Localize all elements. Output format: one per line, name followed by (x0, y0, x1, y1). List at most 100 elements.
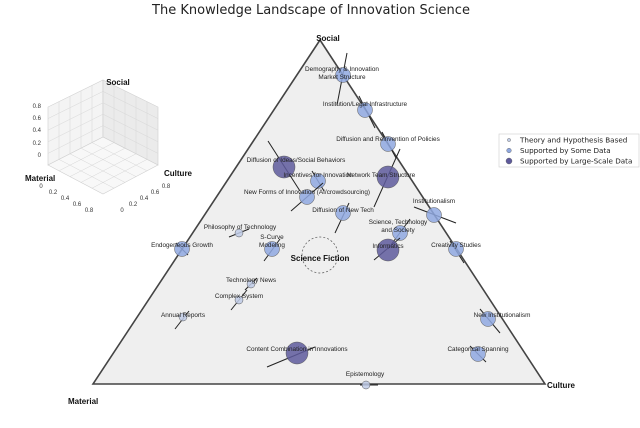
topic-label: Technology News (226, 277, 276, 284)
topic-marker (380, 136, 396, 152)
topic-label-line: Philosophy of Technology (204, 224, 277, 231)
topic-endogeneous-growth: Endogeneous Growth (151, 241, 213, 257)
inset-tick-label: 0.2 (129, 202, 138, 208)
topic-annual-reports: Annual Reports (161, 310, 205, 330)
figure-title: The Knowledge Landscape of Innovation Sc… (151, 3, 470, 18)
legend-box (498, 133, 640, 168)
topic-label: Informatics (372, 243, 403, 250)
topic-label-line: Incentives for Innovation (283, 172, 353, 179)
inset-grid-line (80, 153, 137, 183)
topic-label-line: Diffusion and Reinvention of Policies (336, 136, 440, 143)
topic-label: Endogeneous Growth (151, 242, 213, 249)
topic-label: Diffusion and Reinvention of Policies (336, 136, 440, 143)
topic-label: Institution/Legal Infrastructure (323, 101, 408, 108)
topic-markers: Demography & Innovation Market Structure I… (151, 52, 531, 390)
inset-grid-line (91, 142, 148, 172)
legend-marker-theory (507, 138, 511, 142)
topic-marker (264, 241, 280, 257)
topic-label: Demography & Innovation Market Structure (305, 66, 379, 81)
topic-marker (285, 341, 309, 365)
inset-tick-label: 0 (120, 208, 124, 214)
topic-marker (335, 67, 351, 83)
topic-marker (470, 346, 486, 362)
topic-marker (174, 241, 190, 257)
topic-marker (480, 311, 496, 327)
inset-tick-label: 0.4 (140, 196, 149, 202)
inset-grid-line (58, 142, 115, 172)
topic-technology-news: Technology News (226, 277, 276, 291)
inset-grid-line (47, 113, 104, 143)
topic-label-line: Epistemology (346, 371, 385, 378)
topic-label-line: New Forms of Innovation (AI/crowdsourcin… (244, 189, 370, 196)
inset-grid-line (69, 147, 126, 177)
inset-grid (47, 85, 159, 189)
topic-marker (392, 225, 408, 241)
inset-tick-label: 0.6 (33, 116, 42, 122)
topic-label-line: Diffusion of Ideas/Social Behaviors (247, 157, 346, 164)
topic-label-line: Network Team Structure (347, 172, 416, 179)
topic-label-line: Endogeneous Growth (151, 242, 213, 249)
topic-label-line: Informatics (372, 243, 403, 250)
topic-label-line: Categorical Spanning (447, 346, 509, 353)
topic-label-line: Science, Technology (369, 219, 428, 226)
topic-marker (357, 102, 373, 118)
topic-creativity-studies: Creativity Studies (431, 240, 481, 264)
inset-grid-line (102, 102, 159, 131)
topic-marker (234, 228, 244, 238)
topic-label-line: Technology News (226, 277, 276, 284)
legend: Theory and Hypothesis Based Supported by … (498, 133, 640, 168)
inset-tick-label: 0.4 (33, 128, 42, 134)
topic-new-institutionalism: New Institutionalism (474, 308, 531, 334)
topic-label-line: Market Structure (318, 74, 366, 81)
legend-label-theory: Theory and Hypothesis Based (519, 136, 627, 145)
topic-informatics: Informatics (372, 237, 404, 262)
topic-diffusion-of-new-tech: Diffusion of New Tech (312, 202, 374, 234)
legend-label-large: Supported by Large-Scale Data (520, 157, 632, 166)
inset-tick-label: 0.8 (33, 104, 42, 110)
topic-label: Institutionalism (413, 198, 455, 205)
topic-marker (178, 312, 188, 322)
vertex-label-social: Social (316, 34, 340, 43)
inset-grid-line (102, 91, 159, 119)
topic-label: New Forms of Innovation (AI/crowdsourcin… (244, 189, 370, 196)
topic-philosophy-of-technology: Philosophy of Technology (204, 224, 277, 238)
topic-content-combination-in-innovations: Content Combination in Innovations (246, 341, 348, 368)
inset-floor-pane (47, 136, 159, 195)
inset-grid-line (91, 159, 148, 189)
topic-demography-innovation-market-structure: Demography & Innovation Market Structure (305, 52, 379, 106)
inset-grid-line (102, 113, 159, 143)
topic-marker (448, 241, 464, 257)
topic-label: Incentives for Innovation (283, 172, 353, 179)
topic-label-line: S-Curve (260, 234, 284, 241)
topic-label-line: Institutionalism (413, 198, 455, 205)
center-label: Science Fiction (291, 254, 350, 263)
topic-label: New Institutionalism (474, 312, 531, 319)
inset-tick-label: 0 (39, 184, 43, 190)
topic-categorical-spanning: Categorical Spanning (447, 345, 509, 363)
topic-label-line: Complex System (215, 293, 263, 300)
legend-marker-some (506, 147, 512, 153)
inset-tick-label: 0 (38, 153, 42, 159)
inset-tick-label: 0.8 (162, 184, 171, 190)
topic-label: Creativity Studies (431, 242, 481, 249)
topic-epistemology: Epistemology (346, 371, 385, 390)
topic-label: Diffusion of Ideas/Social Behaviors (247, 157, 346, 164)
topic-label-line: Demography & Innovation (305, 66, 379, 73)
inset-tick-label: 0.8 (85, 208, 94, 214)
topic-label-line: Diffusion of New Tech (312, 207, 374, 214)
topic-marker (335, 205, 351, 221)
topic-marker (361, 380, 371, 390)
topic-label-line: Creativity Studies (431, 242, 481, 249)
topic-marker (299, 189, 315, 205)
topic-institution-legal-infrastructure: Institution/Legal Infrastructure (323, 95, 408, 129)
topic-label: Content Combination in Innovations (246, 346, 347, 353)
inset-grid-line (58, 159, 115, 189)
inset-tick-label: 0.2 (33, 141, 42, 147)
topic-institutionalism: Institutionalism (413, 198, 457, 224)
topic-label-line: Content Combination in Innovations (246, 346, 347, 353)
topic-marker (376, 165, 400, 189)
topic-label-line: and Society (381, 227, 415, 234)
inset-grid-line (47, 125, 104, 154)
